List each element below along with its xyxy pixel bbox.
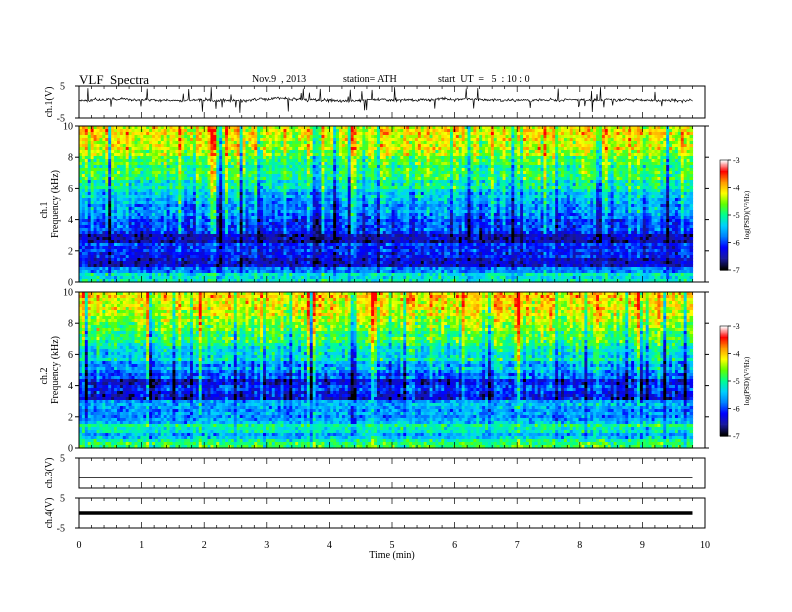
x-tick-label: 4 [327, 540, 332, 551]
ch1-spectrogram-channel-label: ch.1 [39, 202, 50, 219]
x-tick-label: 0 [77, 540, 82, 551]
start-time-label: start UT = 5 : 10 : 0 [438, 74, 530, 85]
x-tick-label: 1 [139, 540, 144, 551]
ch1-spectrogram-ylabel: Frequency (kHz) [50, 170, 61, 238]
ch1-spectrogram-colorbar-tick-label: -3 [733, 156, 740, 165]
ch4-waveform-ytick-label: -5 [57, 524, 65, 535]
ch1-spectrogram-colorbar-tick-label: -6 [733, 239, 740, 248]
ch1-waveform-ytick-label: 5 [60, 82, 65, 93]
x-tick-label: 7 [515, 540, 520, 551]
ch1-spectrogram-colorbar-tick-label: -5 [733, 211, 740, 220]
ch2-spectrogram-ytick-label: 0 [68, 444, 73, 455]
ch1-spectrogram-colorbar-tick-label: -4 [733, 184, 740, 193]
ch2-spectrogram-ytick-label: 4 [68, 381, 73, 392]
ch2-spectrogram-ylabel: Frequency (kHz) [50, 336, 61, 404]
ch1-spectrogram-ytick-label: 6 [68, 184, 73, 195]
ch1-waveform-ylabel: ch.1(V) [44, 87, 55, 118]
x-tick-label: 2 [202, 540, 207, 551]
ch2-spectrogram-ytick-label: 8 [68, 319, 73, 330]
x-axis-label: Time (min) [369, 550, 414, 561]
ch2-spectrogram-ytick-label: 2 [68, 412, 73, 423]
ch2-spectrogram-ytick-label: 10 [63, 288, 73, 299]
ch3-waveform-ytick-label: 5 [60, 454, 65, 465]
ch3-waveform-ylabel: ch.3(V) [44, 458, 55, 489]
x-tick-label: 3 [264, 540, 269, 551]
ch2-spectrogram-colorbar [720, 326, 728, 437]
ch2-spectrogram-ytick-label: 6 [68, 350, 73, 361]
x-tick-label: 6 [452, 540, 457, 551]
ch2-spectrogram-colorbar-tick-label: -4 [733, 350, 740, 359]
ch2-spectrogram-channel-label: ch.2 [39, 368, 50, 385]
ch1-spectrogram-ytick-label: 2 [68, 246, 73, 257]
ch1-spectrogram-colorbar-label: log(PSD)(V²/Hz) [743, 190, 751, 239]
ch1-spectrogram-heatmap [79, 126, 693, 283]
ch1-spectrogram-ytick-label: 4 [68, 215, 73, 226]
ch2-spectrogram-colorbar-tick-label: -7 [733, 432, 740, 441]
figure-title: VLF Spectra [79, 72, 149, 88]
x-tick-label: 9 [640, 540, 645, 551]
vlf-spectra-figure: 5-5ch.1(V)0246810Frequency (kHz)ch.1-3-4… [0, 0, 792, 612]
ch4-waveform-ytick-label: 5 [60, 494, 65, 505]
ch1-spectrogram-colorbar-tick-label: -7 [733, 266, 740, 275]
ch1-spectrogram-ytick-label: 10 [63, 122, 73, 133]
observation-date: Nov.9 , 2013 [252, 74, 306, 85]
ch1-waveform-trace [79, 87, 693, 113]
ch1-spectrogram-ytick-label: 8 [68, 153, 73, 164]
ch2-spectrogram-colorbar-tick-label: -6 [733, 405, 740, 414]
x-tick-label: 10 [700, 540, 710, 551]
ch2-spectrogram-colorbar-tick-label: -5 [733, 377, 740, 386]
ch2-spectrogram-heatmap [79, 292, 693, 449]
x-tick-label: 8 [577, 540, 582, 551]
ch4-waveform-ylabel: ch.4(V) [44, 498, 55, 529]
ch2-spectrogram-colorbar-tick-label: -3 [733, 322, 740, 331]
station-label: station= ATH [343, 74, 397, 85]
ch1-spectrogram-colorbar [720, 160, 728, 271]
ch2-spectrogram-colorbar-label: log(PSD)(V²/Hz) [743, 356, 751, 405]
